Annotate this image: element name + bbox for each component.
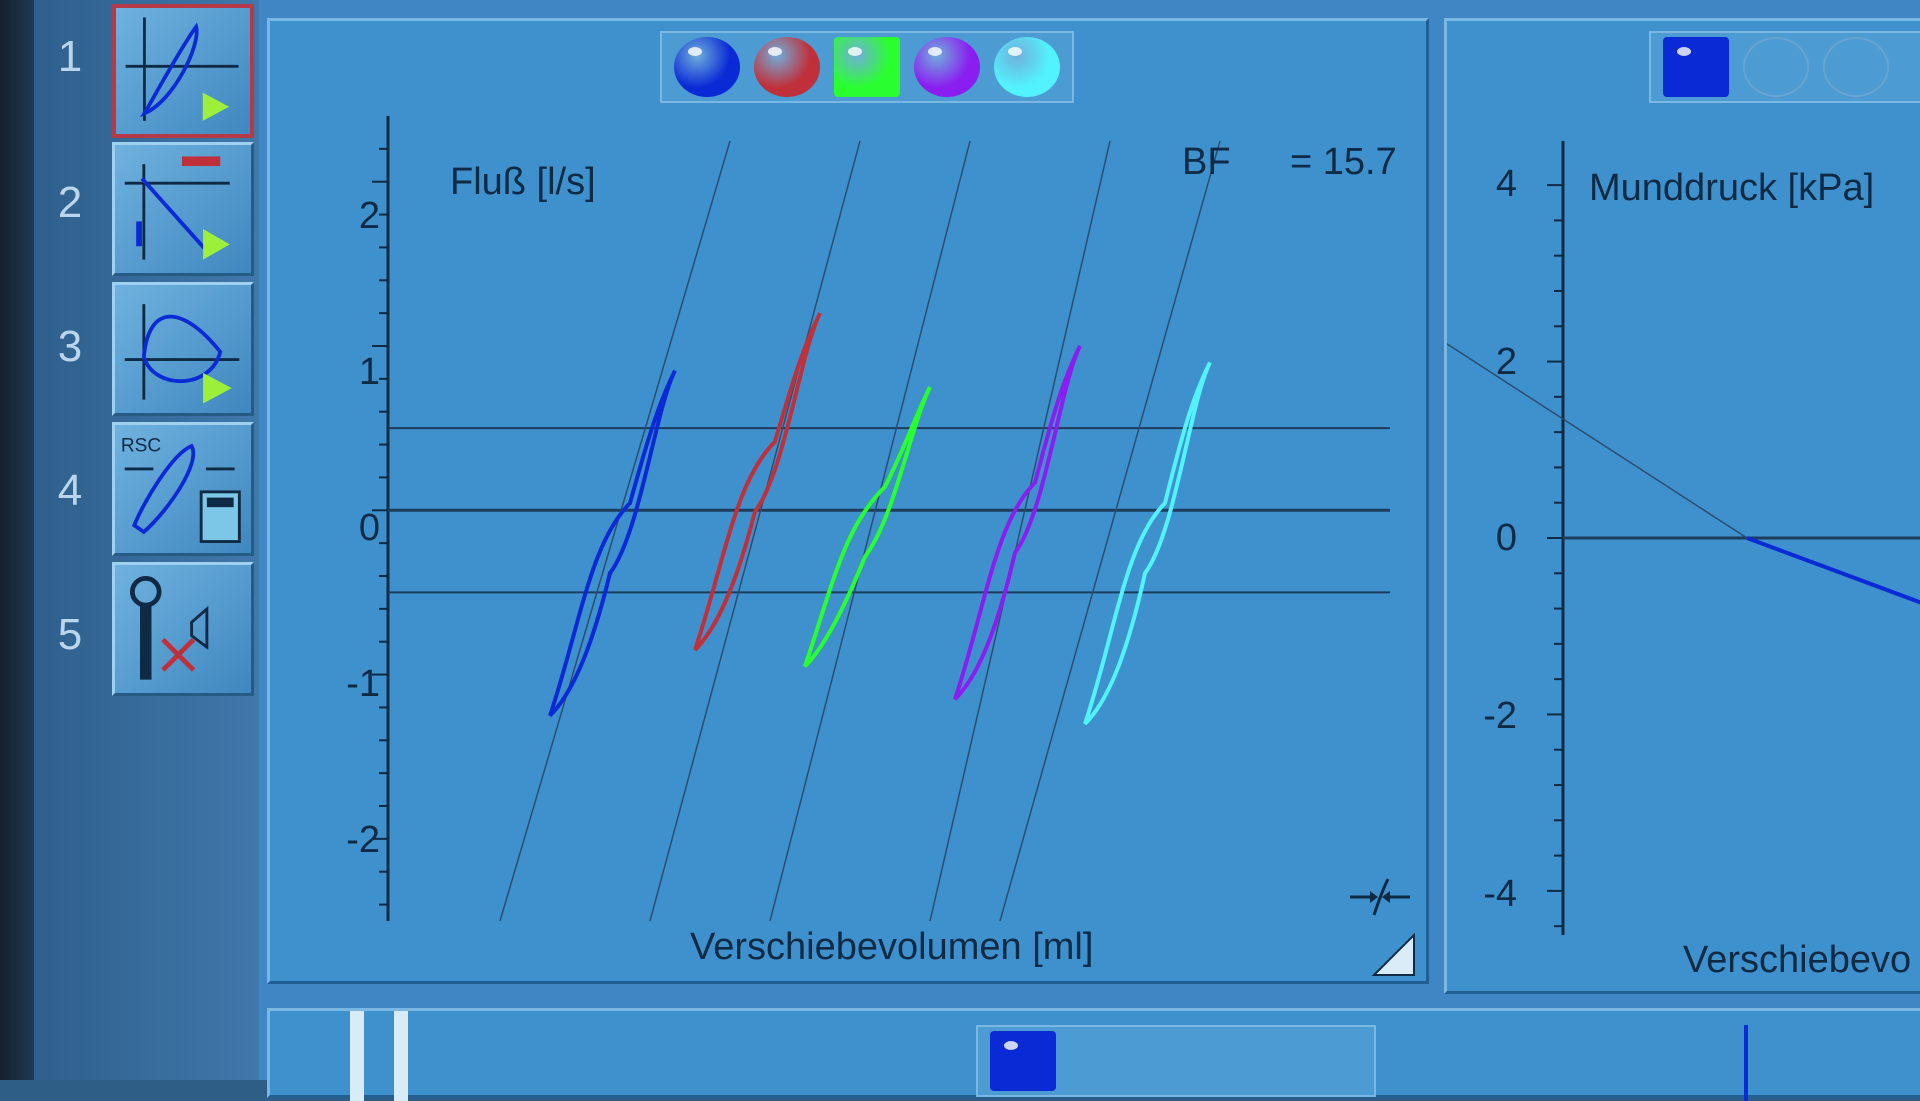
mouth-pressure-panel: Munddruck [kPa] Verschiebevo 4 2 0 -2 -4 <box>1444 18 1920 994</box>
resistance-icon <box>124 156 230 260</box>
tool-number-3: 3 <box>57 322 83 371</box>
loop-series-selector <box>660 31 1074 103</box>
loop-y-tick: 2 <box>358 195 380 237</box>
bottom-panel <box>267 1008 1920 1101</box>
loop-y-tick: -2 <box>346 819 380 861</box>
loop-series-trace <box>693 312 822 652</box>
series-chip-cyan[interactable] <box>994 37 1060 97</box>
collapse-arrows-icon[interactable] <box>1348 873 1412 921</box>
tool-number-2: 2 <box>57 178 83 227</box>
pressure-x-axis-label: Verschiebevo <box>1683 939 1912 981</box>
series-chip-empty[interactable] <box>1823 37 1889 97</box>
resistance-tool-button[interactable] <box>112 142 254 276</box>
series-chip-red[interactable] <box>754 37 820 97</box>
loop-y-tick: 1 <box>358 351 380 393</box>
loop-y-tick: -1 <box>346 663 380 705</box>
pressure-loop-tool-button[interactable] <box>112 282 254 416</box>
pressure-loop-icon <box>124 304 240 404</box>
loop-slope-line <box>499 140 731 922</box>
screen-bezel <box>0 0 34 1080</box>
pressure-y-tick: 0 <box>1495 517 1517 559</box>
flow-volume-loop-icon <box>125 17 239 121</box>
loop-series-trace <box>1083 361 1212 726</box>
resize-corner-icon[interactable] <box>1370 931 1418 979</box>
series-chip-purple[interactable] <box>914 37 980 97</box>
loop-slope-line <box>649 140 861 922</box>
rsc-calculator-tool-button[interactable]: RSC <box>112 422 254 556</box>
pressure-y-tick: 4 <box>1495 163 1517 205</box>
occlusion-valve-icon <box>129 575 209 680</box>
bottom-marker-left <box>350 1011 364 1101</box>
occlusion-tool-button[interactable] <box>112 562 254 696</box>
series-chip-empty[interactable] <box>1743 37 1809 97</box>
loop-slope-line <box>769 140 971 922</box>
mouth-pressure-chart <box>1447 141 1920 935</box>
pressure-y-tick: 2 <box>1495 341 1517 383</box>
flow-volume-chart <box>372 116 1390 922</box>
loop-y-axis-label: Fluß [l/s] <box>450 161 596 203</box>
loop-slope-line <box>929 140 1111 922</box>
tool-number-1: 1 <box>57 32 83 81</box>
loop-slope-line <box>999 140 1221 922</box>
loop-series-trace <box>953 345 1082 701</box>
svg-text:RSC: RSC <box>121 436 162 457</box>
loop-y-tick: 0 <box>358 507 380 549</box>
pressure-series-trace <box>1746 536 1920 605</box>
pressure-slope-line <box>1447 343 1748 539</box>
bottom-marker-right <box>394 1011 408 1101</box>
bf-label: BF <box>1182 141 1231 183</box>
flow-volume-panel: Fluß [l/s] BF = 15.7 Verschiebevolumen [… <box>267 18 1429 984</box>
flow-volume-loop-tool-button[interactable] <box>112 4 254 138</box>
pressure-y-axis-label: Munddruck [kPa] <box>1589 167 1875 209</box>
pressure-y-tick: -4 <box>1483 873 1517 915</box>
loop-x-axis-label: Verschiebevolumen [ml] <box>690 926 1094 968</box>
series-chip-blue[interactable] <box>1663 37 1729 97</box>
loop-series-trace <box>548 369 677 718</box>
series-chip-blue[interactable] <box>674 37 740 97</box>
calculator-icon: RSC <box>121 436 241 543</box>
series-chip-blue[interactable] <box>990 1031 1056 1091</box>
pressure-y-tick: -2 <box>1483 695 1517 737</box>
tool-number-5: 5 <box>57 610 83 659</box>
series-chip-green[interactable] <box>834 37 900 97</box>
tool-number-4: 4 <box>57 466 83 515</box>
pressure-series-selector <box>1649 31 1920 103</box>
bottom-series-selector <box>976 1025 1376 1097</box>
bf-value: = 15.7 <box>1290 141 1397 183</box>
bottom-trace <box>1744 1025 1748 1101</box>
